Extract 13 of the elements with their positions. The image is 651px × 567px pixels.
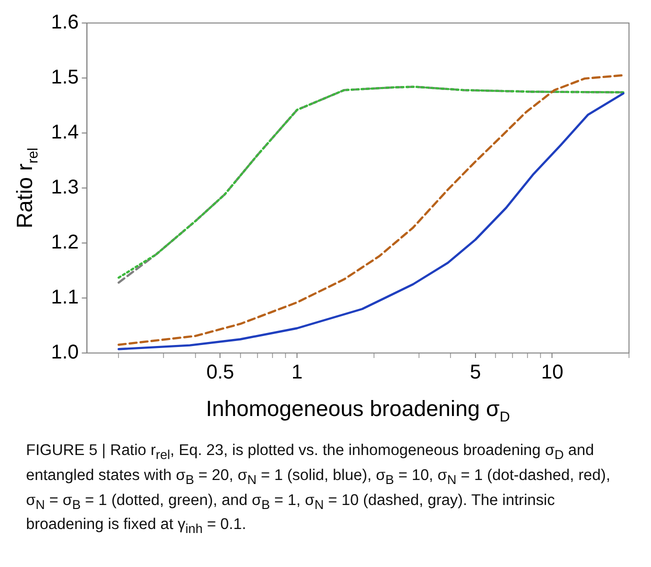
y-tick-label: 1.4 bbox=[50, 122, 79, 144]
y-axis-title: Ratio rrel bbox=[12, 148, 42, 228]
x-tick-label: 10 bbox=[541, 362, 564, 384]
y-tick-label: 1.3 bbox=[50, 176, 79, 199]
text: FIGURE 5 | Ratio r$_{rel}$, Eq. 23, is plotted vs. the inhomogeneous broadening σ$_{D}$ and entangled states with σ$_{B}$ = 20, σ$_{N}$ = 1 (solid, blue), σ$_{B}$ = 10, σ$_{N}$ = 1 (dot-dashed, red), σ$_{N}$ = σ$_{B}$ = 1 (dotted, green), and σ$_{B}$ = 1, σ$_{N}$ = 10 (dashed, gray). The intrinsic broadening is fixed at γ$_{inh}$ = 0.1. bbox=[26, 442, 610, 537]
x-tick-label: 1 bbox=[291, 362, 303, 384]
y-tick-label: 1.0 bbox=[50, 342, 79, 364]
y-tick-label: 1.5 bbox=[50, 66, 79, 89]
x-tick-label: 0.5 bbox=[206, 362, 234, 384]
y-tick-label: 1.1 bbox=[50, 286, 79, 309]
y-tick-label: 1.6 bbox=[50, 12, 79, 34]
x-tick-label: 5 bbox=[470, 362, 481, 384]
y-tick-label: 1.2 bbox=[50, 232, 79, 254]
